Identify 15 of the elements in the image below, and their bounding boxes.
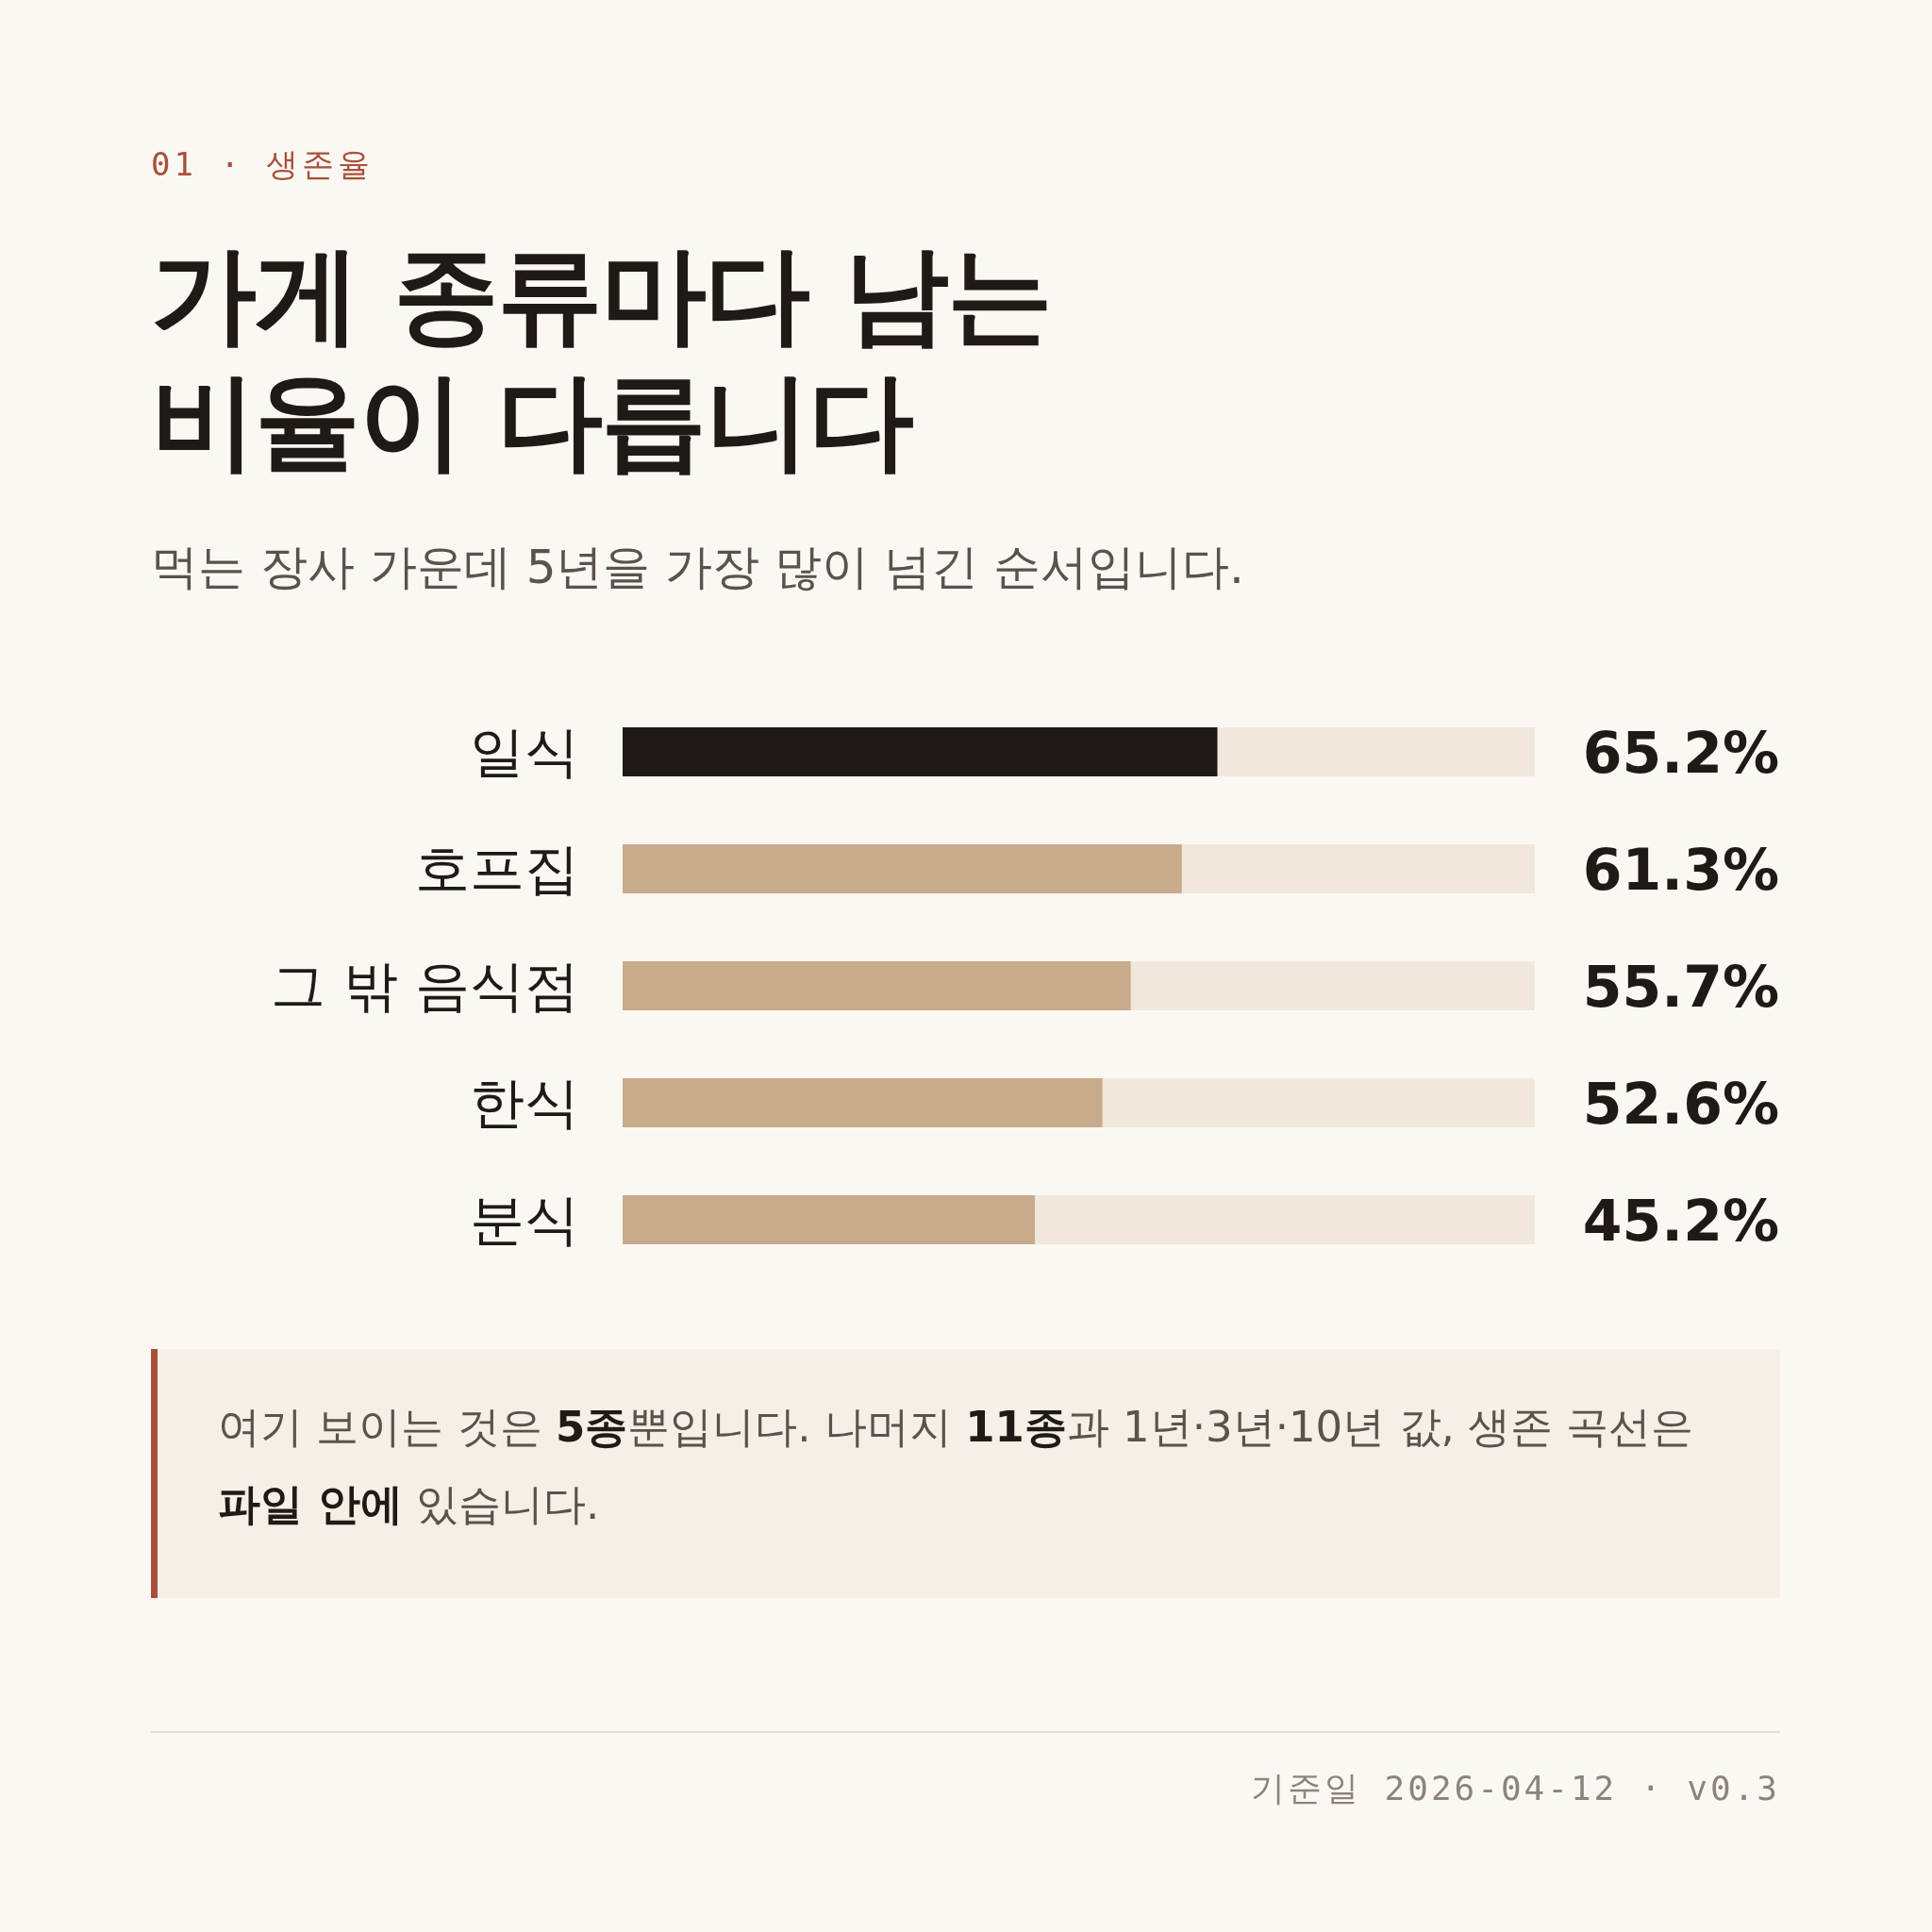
text: 여기 보이는 것은 5종뿐입니다. 나머지 11종과 1년·3년·10년 값, 생존 곡선은 파일 안에 있습니다.: [218, 1402, 1694, 1529]
data-label: 55.7%: [1582, 954, 1779, 1020]
data-label: 45.2%: [1582, 1188, 1779, 1254]
y-tick-label: 그 밖 음식점: [271, 954, 579, 1018]
y-tick-label: 한식: [470, 1071, 579, 1135]
text: 기준일 2026-04-12 · v0.3: [1250, 1768, 1780, 1809]
y-tick-label: 일식: [470, 720, 579, 784]
chart-title: 가게 종류마다 남는 비율이 다릅니다: [151, 232, 1052, 484]
text: 01 · 생존율: [151, 144, 375, 185]
data-label: 52.6%: [1582, 1071, 1779, 1137]
y-tick-label: 호프집: [415, 837, 579, 901]
y-tick-label: 분식: [470, 1188, 579, 1252]
data-label: 65.2%: [1582, 720, 1779, 786]
data-label: 61.3%: [1582, 837, 1779, 903]
chart-subtitle: 먹는 장사 가운데 5년을 가장 많이 넘긴 순서입니다.: [151, 539, 1244, 596]
